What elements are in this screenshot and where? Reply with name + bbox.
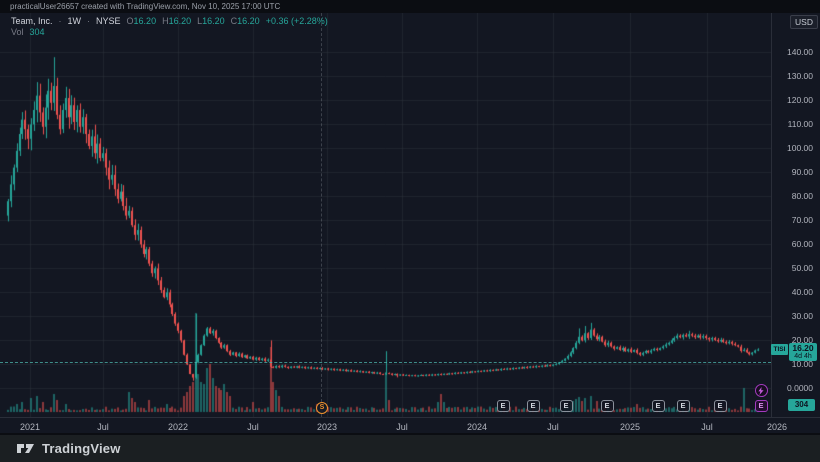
price-tick-label: 110.00 — [787, 119, 813, 130]
time-tick-label: 2021 — [19, 422, 41, 432]
chart-area[interactable]: Team, Inc. · 1W · NYSE O16.20 H16.20 L16… — [0, 13, 820, 433]
price-tick-label: 10.00 — [791, 359, 813, 370]
time-tick-label: 2026 — [766, 422, 788, 432]
legend-volume-row: Vol 304 — [11, 27, 328, 38]
price-tick-label: 90.00 — [791, 167, 813, 178]
last-price-label: 16.20 4d 4h — [789, 343, 817, 361]
ohlc-high: H16.20 — [162, 16, 192, 26]
earnings-badge[interactable]: E — [713, 400, 727, 412]
tradingview-brand[interactable]: TradingView — [42, 441, 121, 456]
separator-dot: · — [58, 16, 62, 26]
earnings-badge[interactable]: E — [526, 400, 540, 412]
attribution-text: practicalUser26657 created with TradingV… — [10, 2, 281, 11]
change-value: +0.36 (+2.28%) — [265, 16, 328, 26]
legend-main-row: Team, Inc. · 1W · NYSE O16.20 H16.20 L16… — [11, 16, 328, 27]
legend[interactable]: Team, Inc. · 1W · NYSE O16.20 H16.20 L16… — [11, 16, 328, 38]
interval-label[interactable]: 1W — [67, 16, 82, 26]
price-tick-label: 0.0000 — [787, 383, 813, 394]
time-tick-label: Jul — [97, 422, 109, 432]
price-tick-label: 140.00 — [787, 47, 813, 58]
footer-bar: TradingView — [0, 435, 820, 462]
earnings-badge[interactable]: E — [676, 400, 690, 412]
lightning-icon[interactable] — [754, 384, 768, 397]
price-tick-label: 120.00 — [787, 95, 813, 106]
price-tick-label: 100.00 — [787, 143, 813, 154]
volume-label: Vol — [11, 27, 24, 37]
time-tick-label: 2023 — [316, 422, 338, 432]
currency-button[interactable]: USD — [790, 15, 818, 29]
tradingview-logo-icon[interactable] — [17, 441, 35, 456]
price-tick-label: 50.00 — [791, 263, 813, 274]
earnings-badge[interactable]: E — [651, 400, 665, 412]
ohlc-low: L16.20 — [197, 16, 225, 26]
price-axis[interactable]: USD 140.00 130.00 120.00 110.00 100.00 90.00 8… — [771, 13, 820, 417]
earnings-badge[interactable]: E — [496, 400, 510, 412]
symbol-price-flag[interactable]: TISI — [771, 344, 788, 355]
last-price-value: 16.20 — [792, 343, 814, 353]
upcoming-earnings-badge[interactable]: E — [754, 400, 768, 412]
price-tick-label: 30.00 — [791, 311, 813, 322]
volume-axis-label: 304 — [788, 399, 815, 411]
bar-countdown: 4d 4h — [794, 353, 812, 360]
price-tick-label: 70.00 — [791, 215, 813, 226]
symbol-title[interactable]: Team, Inc. — [11, 16, 53, 26]
volume-value: 304 — [29, 27, 45, 37]
separator-dot: · — [87, 16, 91, 26]
split-event-line — [321, 13, 322, 417]
time-tick-label: Jul — [247, 422, 259, 432]
exchange-label: NYSE — [96, 16, 121, 26]
earnings-badge[interactable]: E — [600, 400, 614, 412]
price-tick-label: 130.00 — [787, 71, 813, 82]
ohlc-open: O16.20 — [126, 16, 157, 26]
time-tick-label: 2025 — [619, 422, 641, 432]
last-price-dashed-line — [0, 362, 771, 363]
time-tick-label: Jul — [547, 422, 559, 432]
price-chart-canvas[interactable] — [0, 13, 771, 417]
time-tick-label: Jul — [396, 422, 408, 432]
split-badge[interactable]: S — [316, 402, 328, 414]
price-tick-label: 80.00 — [791, 191, 813, 202]
earnings-badge[interactable]: E — [559, 400, 573, 412]
time-tick-label: Jul — [701, 422, 713, 432]
time-tick-label: 2024 — [466, 422, 488, 432]
time-tick-label: 2022 — [167, 422, 189, 432]
price-tick-label: 20.00 — [791, 335, 813, 346]
ohlc-close: C16.20 — [230, 16, 260, 26]
price-tick-label: 40.00 — [791, 287, 813, 298]
time-axis[interactable]: 2021 Jul 2022 Jul 2023 Jul 2024 Jul 2025 Jul 2026 — [0, 417, 820, 433]
price-tick-label: 60.00 — [791, 239, 813, 250]
